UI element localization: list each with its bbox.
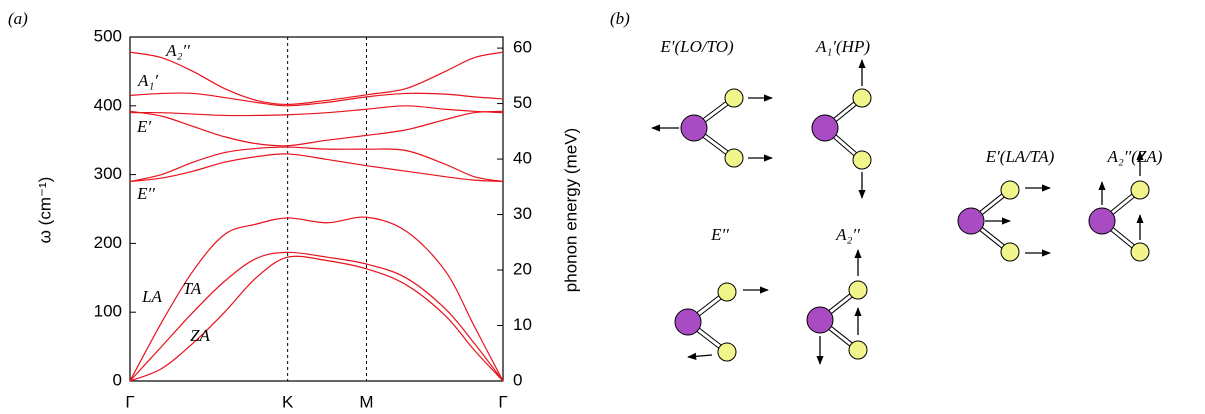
- dispersion-branch: [129, 153, 504, 183]
- mode-label: A₁′(HP): [815, 37, 870, 56]
- x-tick-label: M: [359, 392, 373, 411]
- y-tick-label: 200: [94, 233, 122, 252]
- displacement-arrow: [687, 352, 713, 360]
- y2-tick-label: 20: [513, 260, 532, 279]
- chalcogen-atom: [1000, 180, 1020, 200]
- branch-annotation: TA: [183, 279, 202, 298]
- chalcogen-atom: [848, 340, 868, 360]
- x-tick-label: Γ: [498, 392, 507, 411]
- y-tick-label: 100: [94, 302, 122, 321]
- chalcogen-atom: [1000, 242, 1020, 262]
- chalcogen-atom: [852, 88, 872, 108]
- dispersion-branch: [129, 51, 504, 106]
- branch-annotation: ZA: [190, 326, 210, 345]
- plot-frame: [129, 36, 504, 382]
- chalcogen-atom: [848, 280, 868, 300]
- dispersion-branch: [129, 251, 504, 382]
- chalcogen-atom: [852, 150, 872, 170]
- mode-label: E′(LA/TA): [985, 147, 1055, 166]
- chalcogen-atom: [717, 342, 737, 362]
- chalcogen-atom: [1130, 242, 1150, 262]
- x-tick-label: Γ: [125, 392, 134, 411]
- mode-label: E′′: [710, 225, 729, 244]
- metal-atom: [674, 308, 702, 336]
- mode-label: E′(LO/TO): [659, 37, 734, 56]
- y-axis-label: ω (cm⁻¹): [35, 177, 54, 244]
- branch-annotation: E′′: [136, 184, 155, 203]
- chalcogen-atom: [724, 88, 744, 108]
- y2-axis-label: phonon energy (meV): [561, 128, 580, 292]
- chalcogen-atom: [1130, 180, 1150, 200]
- dispersion-branch: [129, 105, 504, 117]
- y-tick-label: 500: [94, 26, 122, 45]
- y-tick-label: 300: [94, 164, 122, 183]
- y-tick-label: 400: [94, 95, 122, 114]
- y2-tick-label: 0: [513, 370, 522, 389]
- panel-label: (a): [8, 9, 28, 28]
- x-tick-label: K: [282, 392, 294, 411]
- dispersion-branch: [129, 92, 504, 107]
- panel-label: (b): [610, 9, 630, 28]
- metal-atom: [680, 114, 708, 142]
- y2-tick-label: 50: [513, 93, 532, 112]
- y2-tick-label: 10: [513, 315, 532, 334]
- branch-annotation: LA: [141, 287, 162, 306]
- y2-tick-label: 60: [513, 38, 532, 57]
- metal-atom: [811, 114, 839, 142]
- y2-tick-label: 30: [513, 204, 532, 223]
- dispersion-branch: [129, 146, 504, 183]
- metal-atom: [806, 306, 834, 334]
- branch-annotation: E′: [136, 117, 151, 136]
- y2-tick-label: 40: [513, 149, 532, 168]
- mode-label: A₂′′: [835, 225, 860, 244]
- metal-atom: [1088, 207, 1116, 235]
- dispersion-branch: [129, 255, 504, 382]
- chalcogen-atom: [717, 282, 737, 302]
- y-tick-label: 0: [113, 370, 122, 389]
- chalcogen-atom: [724, 148, 744, 168]
- dispersion-branch: [129, 110, 504, 147]
- metal-atom: [957, 207, 985, 235]
- dispersion-branch: [129, 216, 504, 382]
- mode-label: A₂′′(ZA): [1107, 147, 1163, 166]
- branch-annotation: A₁′: [137, 71, 158, 90]
- branch-annotation: A₂′′: [165, 41, 190, 60]
